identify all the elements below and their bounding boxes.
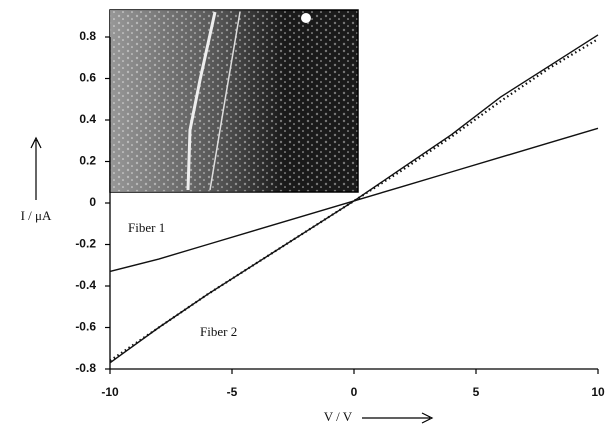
y-tick-label: -0.8 <box>75 361 96 375</box>
series-label: Fiber 2 <box>200 324 237 339</box>
x-tick-label: 5 <box>473 385 480 399</box>
x-axis-label: V / V <box>324 409 353 424</box>
inset-micrograph <box>109 9 359 193</box>
x-tick-label: 10 <box>591 385 605 399</box>
x-arrow <box>362 412 434 424</box>
y-axis-label: I / μA <box>21 208 52 223</box>
y-tick-label: 0.4 <box>79 112 96 126</box>
y-tick-label: -0.2 <box>75 237 96 251</box>
x-tick-label: 0 <box>351 385 358 399</box>
plot <box>109 34 599 364</box>
x-tick-label: -10 <box>101 385 119 399</box>
x-tick-label: -5 <box>227 385 238 399</box>
y-tick-label: 0 <box>89 195 96 209</box>
y-tick-label: 0.8 <box>79 29 96 43</box>
y-tick-label: -0.4 <box>75 278 96 292</box>
y-arrow <box>30 136 42 200</box>
y-tick-label: 0.6 <box>79 71 96 85</box>
y-tick-label: 0.2 <box>79 154 96 168</box>
axes: 0.8 0.6 0.4 0.2 0 -0.2 -0.4 -0.6 -0.8 -10 -5 0 5 10 <box>75 29 605 399</box>
series-line <box>109 34 599 364</box>
y-tick-label: -0.6 <box>75 320 96 334</box>
series-label: Fiber 1 <box>128 220 165 235</box>
